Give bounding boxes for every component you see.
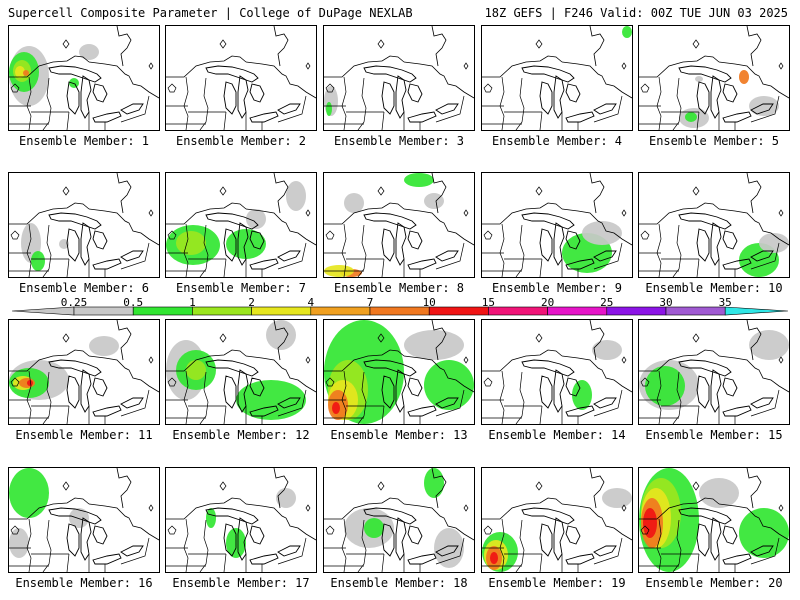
ensemble-member-label: Ensemble Member: 8 [333,281,465,295]
ensemble-member-map-20 [638,467,790,573]
ensemble-member-label: Ensemble Member: 5 [648,134,780,148]
ensemble-member-label: Ensemble Member: 16 [15,576,153,590]
great-lakes-basemap [166,320,316,424]
legend-color-segment [428,306,489,316]
ensemble-member-label: Ensemble Member: 11 [15,428,153,442]
legend-color-segment [665,306,726,316]
ensemble-member-label: Ensemble Member: 4 [491,134,623,148]
legend-tick-label: 10 [422,296,436,309]
ensemble-member-map-4 [481,25,633,131]
legend-tick-label: 30 [659,296,673,309]
legend-tick-label: 4 [307,296,315,309]
ensemble-member-label: Ensemble Member: 6 [18,281,150,295]
great-lakes-basemap [9,468,159,572]
ensemble-member-label: Ensemble Member: 9 [491,281,623,295]
ensemble-member-label: Ensemble Member: 19 [488,576,626,590]
ensemble-member-label: Ensemble Member: 14 [488,428,626,442]
legend-tick-label: 7 [366,296,374,309]
great-lakes-basemap [9,173,159,277]
ensemble-member-map-14 [481,319,633,425]
ensemble-member-map-13 [323,319,475,425]
ensemble-member-map-16 [8,467,160,573]
great-lakes-basemap [639,173,789,277]
ensemble-member-label: Ensemble Member: 20 [645,576,783,590]
ensemble-member-map-11 [8,319,160,425]
ensemble-member-map-9 [481,172,633,278]
legend-color-segment [251,306,312,316]
ensemble-member-label: Ensemble Member: 17 [172,576,310,590]
great-lakes-basemap [482,468,632,572]
ensemble-member-map-8 [323,172,475,278]
legend-tick-label: 1 [189,296,196,309]
map-title: Supercell Composite Parameter | College … [8,6,413,20]
ensemble-member-label: Ensemble Member: 18 [330,576,468,590]
ensemble-member-map-12 [165,319,317,425]
great-lakes-basemap [324,320,474,424]
great-lakes-basemap [9,26,159,130]
ensemble-member-map-17 [165,467,317,573]
ensemble-member-label: Ensemble Member: 2 [175,134,307,148]
ensemble-member-map-18 [323,467,475,573]
great-lakes-basemap [166,26,316,130]
ensemble-member-map-15 [638,319,790,425]
ensemble-member-label: Ensemble Member: 13 [330,428,468,442]
ensemble-member-map-10 [638,172,790,278]
color-scale-bar [11,306,789,316]
great-lakes-basemap [639,468,789,572]
great-lakes-basemap [482,26,632,130]
great-lakes-basemap [324,173,474,277]
ensemble-member-label: Ensemble Member: 12 [172,428,310,442]
ensemble-member-label: Ensemble Member: 1 [18,134,150,148]
legend-color-segment [369,306,430,316]
great-lakes-basemap [324,26,474,130]
run-info: 18Z GEFS | F246 Valid: 00Z TUE JUN 03 20… [484,6,788,20]
great-lakes-basemap [324,468,474,572]
ensemble-member-map-5 [638,25,790,131]
great-lakes-basemap [166,468,316,572]
legend-high-arrow [724,306,789,316]
ensemble-member-map-1 [8,25,160,131]
ensemble-member-label: Ensemble Member: 7 [175,281,307,295]
legend-tick-label: 15 [481,296,496,309]
legend-tick-label: 25 [600,296,614,309]
legend-tick-label: 2 [248,296,255,309]
great-lakes-basemap [166,173,316,277]
legend-tick-label: 0.5 [123,296,144,309]
legend-color-segment [488,306,548,316]
great-lakes-basemap [639,320,789,424]
legend-color-segment [310,306,371,316]
color-scale-legend: 0.25 0.5 1 2 4 7 10 15 20 25 30 35 [11,296,789,324]
legend-color-segment [192,306,252,316]
legend-tick-label: 20 [540,296,555,309]
ensemble-member-label: Ensemble Member: 15 [645,428,783,442]
great-lakes-basemap [482,320,632,424]
ensemble-member-map-7 [165,172,317,278]
legend-tick-label: 35 [718,296,732,309]
ensemble-member-map-2 [165,25,317,131]
great-lakes-basemap [482,173,632,277]
legend-color-segment [547,306,608,316]
ensemble-member-label: Ensemble Member: 10 [645,281,783,295]
ensemble-member-map-3 [323,25,475,131]
legend-color-segment [606,306,667,316]
ensemble-member-map-19 [481,467,633,573]
ensemble-member-map-6 [8,172,160,278]
legend-tick-label: 0.25 [60,296,88,309]
great-lakes-basemap [639,26,789,130]
great-lakes-basemap [9,320,159,424]
ensemble-member-label: Ensemble Member: 3 [333,134,465,148]
